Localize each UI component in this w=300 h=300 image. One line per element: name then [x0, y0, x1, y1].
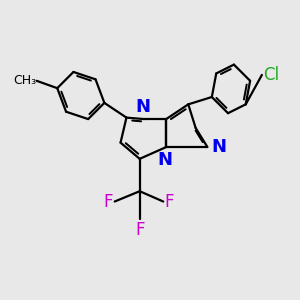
- Text: N: N: [211, 138, 226, 156]
- Text: N: N: [135, 98, 150, 116]
- Text: F: F: [165, 193, 174, 211]
- Text: N: N: [157, 151, 172, 169]
- Text: Cl: Cl: [263, 66, 280, 84]
- Text: CH₃: CH₃: [14, 74, 37, 87]
- Text: F: F: [104, 193, 113, 211]
- Text: F: F: [135, 221, 144, 239]
